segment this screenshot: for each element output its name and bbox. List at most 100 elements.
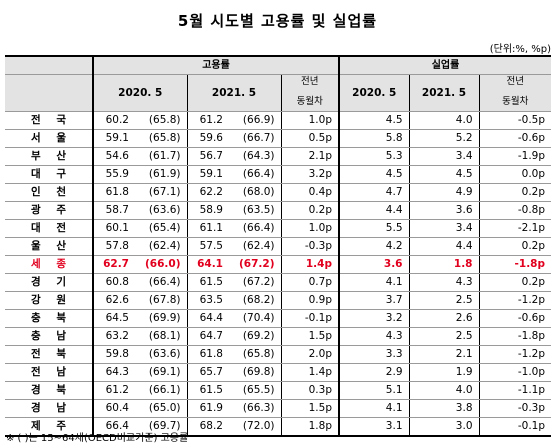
unemployment-2021-cell: 2.6 — [408, 309, 479, 328]
unemployment-yoy-cell: 0.2p — [478, 237, 552, 256]
employment-2021-oecd-cell: (66.9) — [229, 111, 281, 130]
header-corner — [5, 55, 93, 75]
unemployment-2020-cell: 4.3 — [338, 327, 409, 346]
unemployment-yoy-cell: -0.3p — [478, 399, 552, 418]
table-row: 광 주 58.7 (63.6) 58.9 (63.5) 0.2p 4.4 3.6 -0.8p — [5, 201, 552, 220]
employment-2021-oecd-cell: (72.0) — [229, 417, 281, 437]
header-employment-yoy: 전년 동월차 — [280, 74, 339, 112]
employment-2021-oecd-cell: (69.2) — [229, 327, 281, 346]
employment-2020-cell: 61.2 — [92, 381, 135, 400]
employment-2021-oecd-cell: (66.3) — [229, 399, 281, 418]
employment-2021-cell: 64.4 — [186, 309, 229, 328]
unemployment-2021-cell: 3.8 — [408, 399, 479, 418]
region-cell: 전 국 — [5, 111, 93, 130]
employment-2020-cell: 60.2 — [92, 111, 135, 130]
employment-2020-cell: 60.8 — [92, 273, 135, 292]
unemployment-2020-cell: 4.4 — [338, 201, 409, 220]
table-row: 대 전 60.1 (65.4) 61.1 (66.4) 1.0p 5.5 3.4 -2.1p — [5, 219, 552, 238]
table-row: 부 산 54.6 (61.7) 56.7 (64.3) 2.1p 5.3 3.4 -1.9p — [5, 147, 552, 166]
table-row: 제 주 66.4 (69.7) 68.2 (72.0) 1.8p 3.1 3.0 -0.1p — [5, 417, 552, 437]
employment-2020-cell: 63.2 — [92, 327, 135, 346]
employment-2021-cell: 68.2 — [186, 417, 229, 437]
region-cell: 강 원 — [5, 291, 93, 310]
employment-2020-cell: 59.8 — [92, 345, 135, 364]
employment-2020-cell: 62.6 — [92, 291, 135, 310]
unemployment-2020-cell: 3.7 — [338, 291, 409, 310]
employment-2020-oecd-cell: (69.9) — [135, 309, 187, 328]
unemployment-2021-cell: 1.9 — [408, 363, 479, 382]
unemployment-2021-cell: 4.4 — [408, 237, 479, 256]
employment-yoy-cell: 2.0p — [280, 345, 339, 364]
region-cell: 울 산 — [5, 237, 93, 256]
employment-2021-cell: 58.9 — [186, 201, 229, 220]
employment-2020-oecd-cell: (67.8) — [135, 291, 187, 310]
employment-2021-oecd-cell: (67.2) — [229, 273, 281, 292]
unemployment-yoy-cell: -0.8p — [478, 201, 552, 220]
region-cell: 대 구 — [5, 165, 93, 184]
employment-2020-oecd-cell: (65.8) — [135, 129, 187, 148]
employment-2021-oecd-cell: (65.5) — [229, 381, 281, 400]
header-unemployment-2021: 2021. 5 — [408, 74, 479, 112]
region-cell: 부 산 — [5, 147, 93, 166]
employment-yoy-cell: 1.0p — [280, 111, 339, 130]
unemployment-2021-cell: 2.5 — [408, 291, 479, 310]
unemployment-2021-cell: 3.0 — [408, 417, 479, 437]
employment-2020-oecd-cell: (61.9) — [135, 165, 187, 184]
employment-2020-oecd-cell: (69.7) — [135, 417, 187, 437]
employment-2021-cell: 63.5 — [186, 291, 229, 310]
unemployment-2021-cell: 4.0 — [408, 381, 479, 400]
employment-yoy-cell: -0.3p — [280, 237, 339, 256]
unemployment-2020-cell: 4.1 — [338, 399, 409, 418]
table-row: 강 원 62.6 (67.8) 63.5 (68.2) 0.9p 3.7 2.5 -1.2p — [5, 291, 552, 310]
unemployment-2021-cell: 1.8 — [408, 255, 479, 274]
unemployment-2020-cell: 4.1 — [338, 273, 409, 292]
employment-2021-cell: 65.7 — [186, 363, 229, 382]
employment-2020-cell: 61.8 — [92, 183, 135, 202]
employment-2020-oecd-cell: (66.4) — [135, 273, 187, 292]
employment-2021-oecd-cell: (66.4) — [229, 165, 281, 184]
unemployment-yoy-cell: -1.2p — [478, 345, 552, 364]
table-row: 충 북 64.5 (69.9) 64.4 (70.4) -0.1p 3.2 2.6 -0.6p — [5, 309, 552, 328]
region-cell: 전 남 — [5, 363, 93, 382]
unemployment-yoy-cell: 0.2p — [478, 273, 552, 292]
employment-2021-cell: 64.7 — [186, 327, 229, 346]
unemployment-yoy-cell: -0.1p — [478, 417, 552, 437]
table-row: 대 구 55.9 (61.9) 59.1 (66.4) 3.2p 4.5 4.5 0.0p — [5, 165, 552, 184]
employment-yoy-cell: -0.1p — [280, 309, 339, 328]
employment-yoy-cell: 2.1p — [280, 147, 339, 166]
unemployment-2021-cell: 4.0 — [408, 111, 479, 130]
unemployment-yoy-cell: -2.1p — [478, 219, 552, 238]
employment-2020-cell: 55.9 — [92, 165, 135, 184]
employment-2021-cell: 57.5 — [186, 237, 229, 256]
employment-2020-cell: 64.5 — [92, 309, 135, 328]
unemployment-2021-cell: 3.4 — [408, 147, 479, 166]
employment-2021-oecd-cell: (68.0) — [229, 183, 281, 202]
table-row: 충 남 63.2 (68.1) 64.7 (69.2) 1.5p 4.3 2.5 -1.8p — [5, 327, 552, 346]
region-cell: 서 울 — [5, 129, 93, 148]
region-cell: 대 전 — [5, 219, 93, 238]
header-unemployment-group: 실업률 — [337, 55, 552, 75]
unemployment-2021-cell: 2.5 — [408, 327, 479, 346]
header-unemployment-yoy: 전년 동월차 — [478, 74, 552, 112]
employment-2020-cell: 59.1 — [92, 129, 135, 148]
header-unemployment-yoy-line2: 동월차 — [502, 96, 529, 107]
table-row: 인 천 61.8 (67.1) 62.2 (68.0) 0.4p 4.7 4.9 0.2p — [5, 183, 552, 202]
employment-yoy-cell: 1.5p — [280, 327, 339, 346]
employment-yoy-cell: 1.5p — [280, 399, 339, 418]
employment-2020-cell: 54.6 — [92, 147, 135, 166]
unemployment-yoy-cell: -1.2p — [478, 291, 552, 310]
employment-2021-oecd-cell: (63.5) — [229, 201, 281, 220]
region-cell: 광 주 — [5, 201, 93, 220]
unemployment-2021-cell: 3.4 — [408, 219, 479, 238]
employment-2020-cell: 62.7 — [92, 255, 135, 274]
unemployment-2020-cell: 5.1 — [338, 381, 409, 400]
table-row: 경 남 60.4 (65.0) 61.9 (66.3) 1.5p 4.1 3.8 -0.3p — [5, 399, 552, 418]
employment-2020-cell: 60.4 — [92, 399, 135, 418]
employment-2021-cell: 59.1 — [186, 165, 229, 184]
employment-2020-cell: 64.3 — [92, 363, 135, 382]
employment-yoy-cell: 1.0p — [280, 219, 339, 238]
table-row: 전 국 60.2 (65.8) 61.2 (66.9) 1.0p 4.5 4.0 -0.5p — [5, 111, 552, 130]
table-row: 세 종 62.7 (66.0) 64.1 (67.2) 1.4p 3.6 1.8 -1.8p — [5, 255, 552, 274]
unemployment-yoy-cell: -0.6p — [478, 309, 552, 328]
region-cell: 충 북 — [5, 309, 93, 328]
